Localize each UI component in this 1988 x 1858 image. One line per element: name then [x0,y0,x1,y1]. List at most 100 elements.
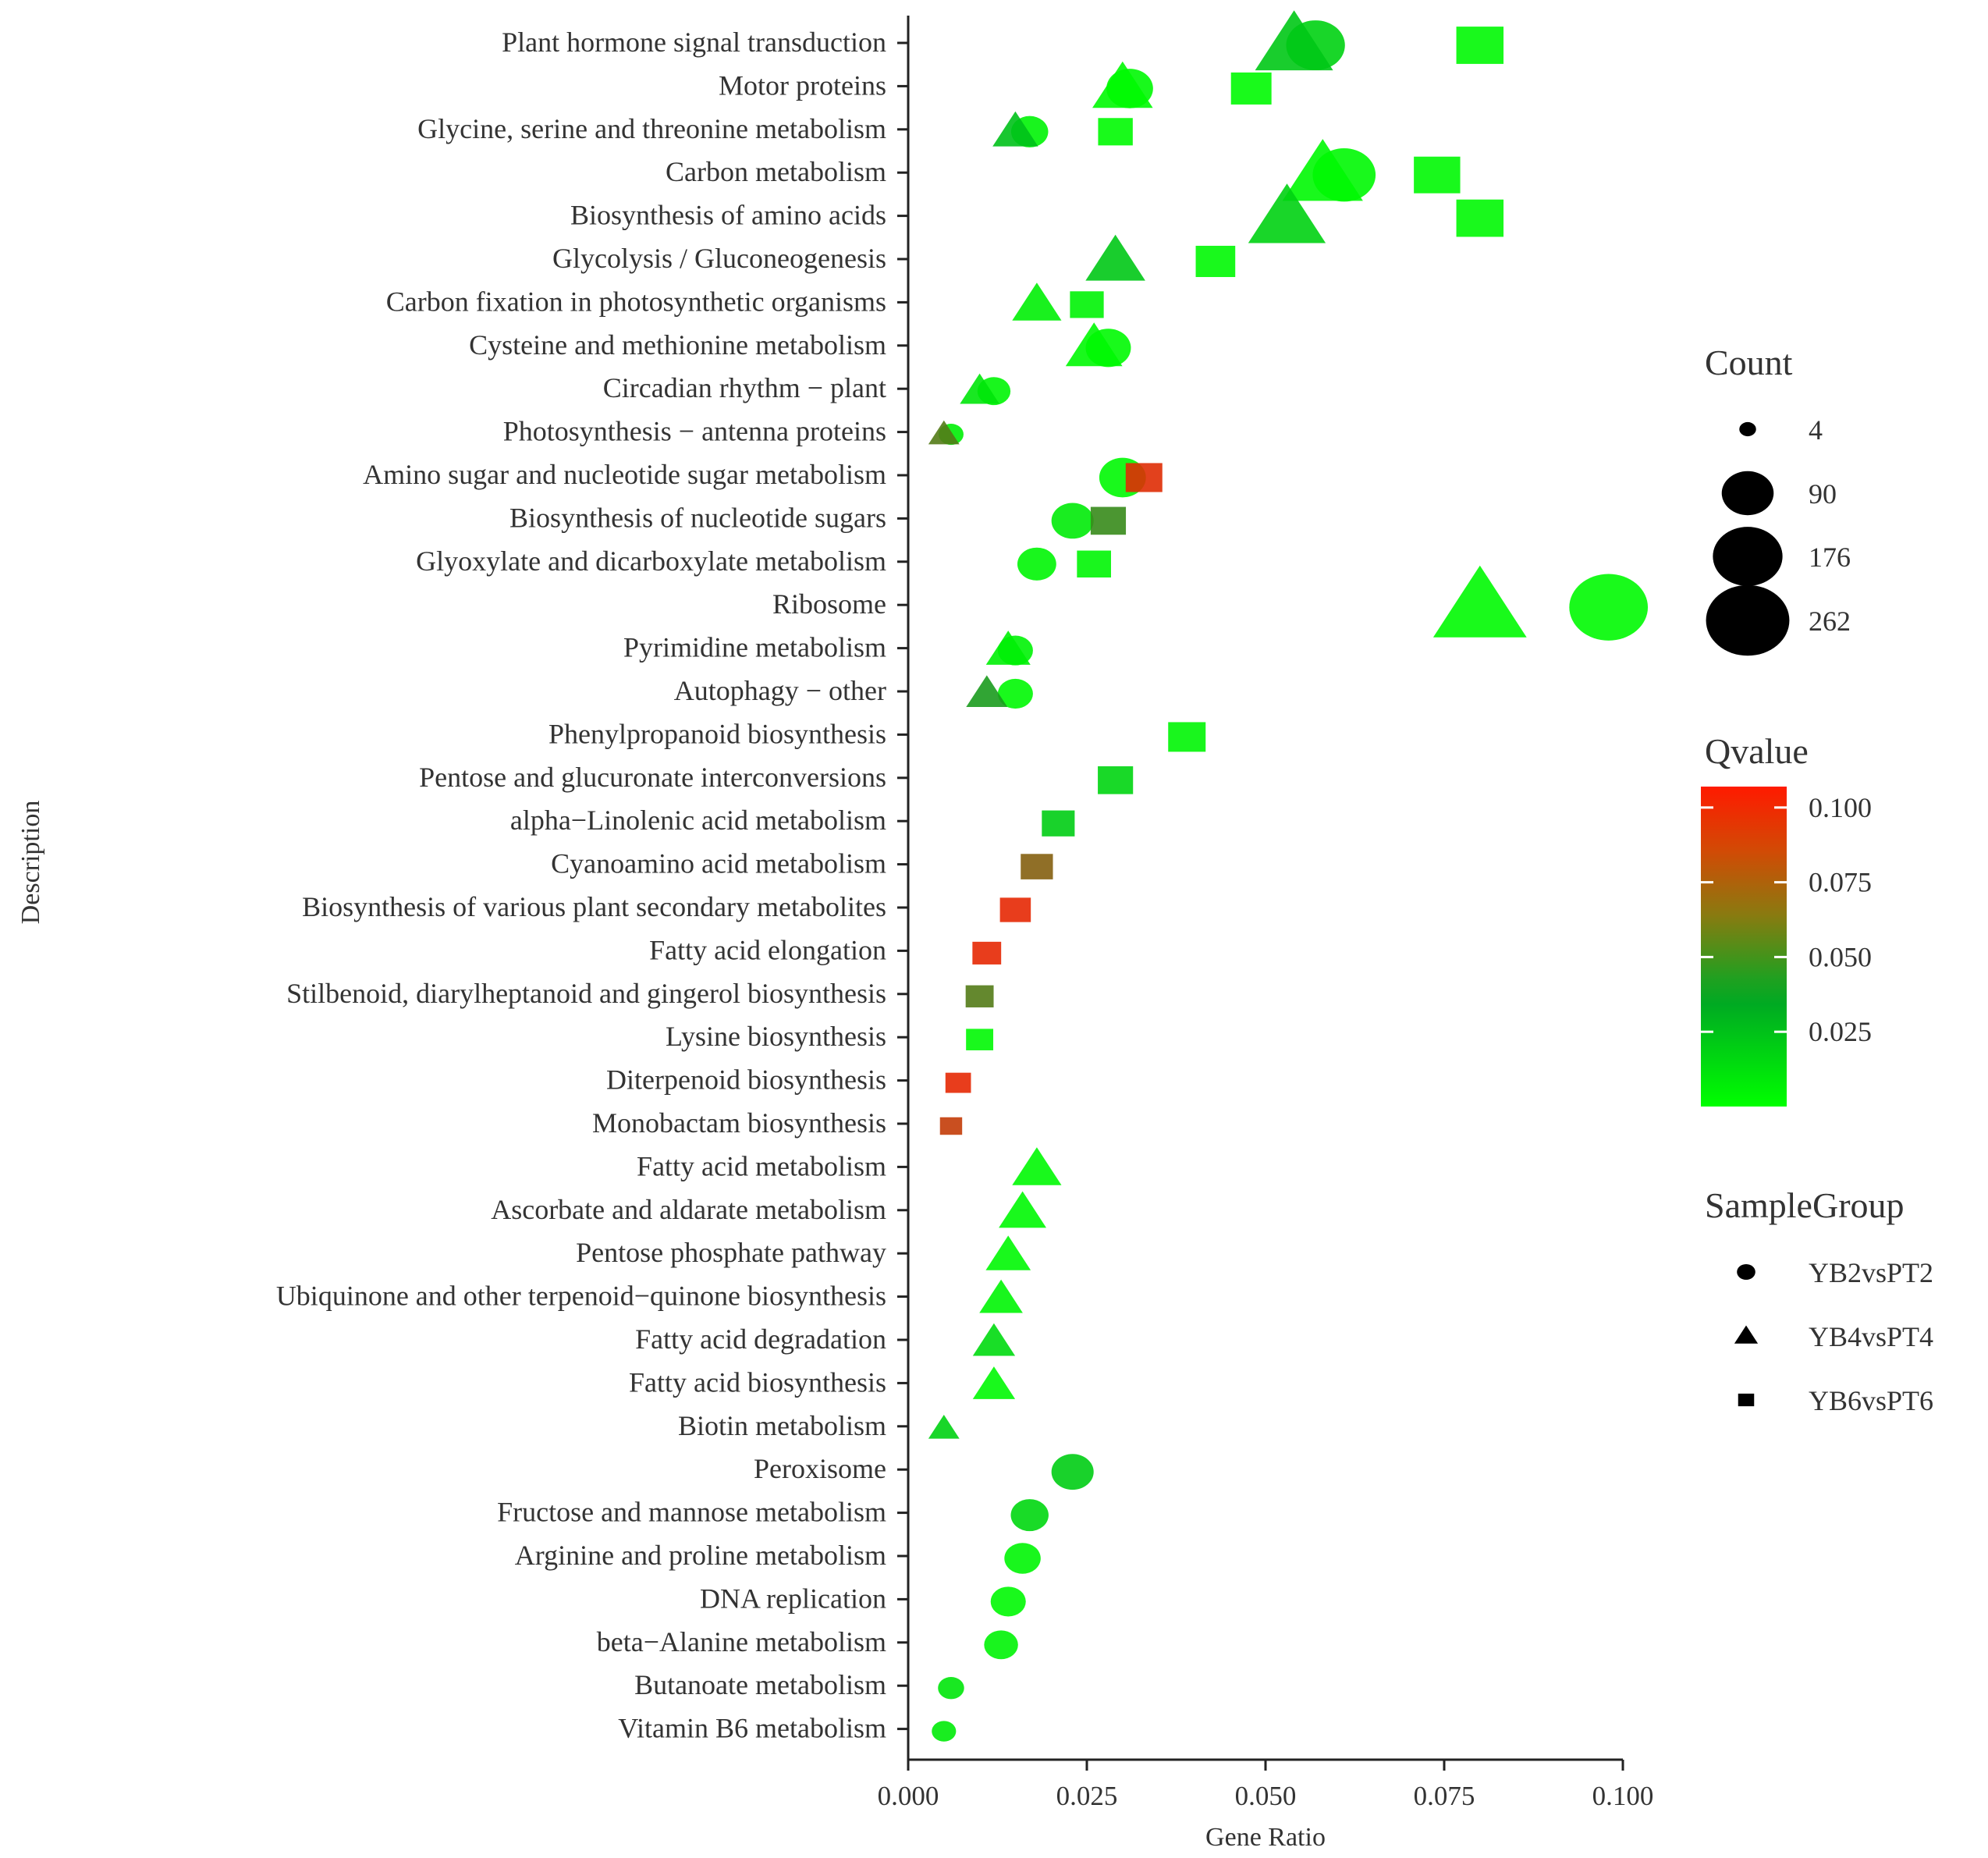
samplegroup-legend-label: YB2vsPT2 [1809,1257,1933,1288]
y-tick-label-butanoate-metabolism: Butanoate metabolism [634,1669,886,1700]
x-tick-label: 0.000 [878,1781,939,1811]
y-tick-label-pentose-phosphate-pathway: Pentose phosphate pathway [576,1237,886,1268]
data-point-triangle [1432,565,1527,638]
data-point-square [972,941,1002,965]
series-yb2vspt2 [932,20,1649,1742]
y-tick-label-phenylpropanoid-biosynthesis: Phenylpropanoid biosynthesis [548,718,886,749]
data-point-triangle [1085,234,1145,281]
data-point-triangle [1092,61,1153,108]
data-point-square [1098,118,1133,146]
y-tick-label-alpha-linolenic-acid-metabolism: alpha−Linolenic acid metabolism [510,805,886,836]
count-legend-label: 176 [1809,542,1851,573]
data-point-circle [1051,1454,1094,1490]
y-tick-label-ribosome: Ribosome [772,588,886,620]
y-axis-title: Description [16,801,45,925]
data-point-circle [990,1586,1026,1617]
y-tick-label-beta-alanine-metabolism: beta−Alanine metabolism [597,1626,886,1657]
y-tick-label-dna-replication: DNA replication [700,1583,886,1614]
y-tick-label-diterpenoid-biosynthesis: Diterpenoid biosynthesis [606,1064,886,1096]
data-point-triangle [960,373,999,404]
data-point-square [1456,27,1504,64]
data-point-square [966,1028,994,1050]
y-tick-label-arginine-and-proline-metabolism: Arginine and proline metabolism [515,1540,886,1571]
data-point-square [999,897,1031,922]
qvalue-color-bar [1701,787,1787,1107]
y-tick-label-stilbenoid-diarylheptanoid-and-gingerol-biosynthesis: Stilbenoid, diarylheptanoid and gingerol… [286,978,886,1009]
y-tick-label-biosynthesis-of-amino-acids: Biosynthesis of amino acids [570,200,886,231]
y-tick-label-biosynthesis-of-nucleotide-sugars: Biosynthesis of nucleotide sugars [509,502,886,533]
y-tick-label-biosynthesis-of-various-plant-secondary-metabolites: Biosynthesis of various plant secondary … [302,891,886,922]
data-point-triangle [928,420,960,445]
qvalue-legend-title: Qvalue [1705,731,1809,771]
data-point-triangle [1255,10,1333,71]
x-axis: 0.000 0.025 0.050 0.075 0.100 Gene Ratio [878,1758,1653,1852]
data-point-square [1098,766,1134,794]
data-point-circle [997,678,1033,709]
data-point-circle [984,1630,1018,1660]
data-point-triangle [1248,183,1326,243]
samplegroup-legend-triangle [1734,1325,1759,1344]
data-point-square [1195,245,1236,278]
data-point-triangle [966,675,1008,707]
samplegroup-legend-title: SampleGroup [1705,1185,1905,1225]
data-point-square [939,1117,963,1135]
qvalue-tick-label: 0.075 [1809,867,1872,898]
series-yb6vspt6 [939,27,1504,1135]
y-tick-label-plant-hormone-signal-transduction: Plant hormone signal transduction [502,27,886,58]
data-point-triangle [928,1415,960,1439]
qvalue-tick-label: 0.025 [1809,1016,1872,1047]
samplegroup-legend-label: YB4vsPT4 [1809,1321,1933,1352]
x-tick-label: 0.025 [1056,1781,1118,1811]
count-legend-circle [1706,584,1790,656]
data-point-triangle [985,1235,1031,1270]
x-axis-title: Gene Ratio [1205,1823,1326,1852]
data-point-square [1042,810,1075,837]
count-legend-circle [1721,471,1774,516]
count-legend-label: 90 [1809,478,1837,510]
data-point-square [1070,291,1104,318]
count-legend-title: Count [1705,343,1793,382]
data-point-square [945,1072,971,1093]
y-tick-label-ascorbate-and-aldarate-metabolism: Ascorbate and aldarate metabolism [491,1194,886,1225]
series-yb4vspt4 [928,10,1527,1439]
y-tick-label-peroxisome: Peroxisome [754,1453,886,1484]
data-point-square [1414,156,1461,194]
data-point-circle [932,1721,957,1742]
data-point-square [1021,854,1053,879]
data-point-square [1456,199,1504,237]
qvalue-tick-label: 0.050 [1809,941,1872,972]
y-tick-label-glycine-serine-and-threonine-metabolism: Glycine, serine and threonine metabolism [417,113,886,144]
y-tick-label-circadian-rhythm-plant: Circadian rhythm − plant [603,372,886,403]
count-legend-circle [1739,421,1756,437]
y-tick-label-lysine-biosynthesis: Lysine biosynthesis [666,1021,886,1052]
y-tick-label-carbon-fixation-in-photosynthetic-organisms: Carbon fixation in photosynthetic organi… [386,286,886,317]
data-point-triangle [972,1323,1016,1356]
data-point-square [1168,722,1206,752]
x-tick-label: 0.075 [1414,1781,1475,1811]
data-point-square [1090,506,1127,535]
data-point-circle [1051,503,1094,539]
y-tick-label-fatty-acid-metabolism: Fatty acid metabolism [637,1150,886,1181]
data-point-triangle [979,1279,1023,1313]
samplegroup-legend-label: YB6vsPT6 [1809,1385,1933,1416]
y-tick-label-amino-sugar-and-nucleotide-sugar-metabolism: Amino sugar and nucleotide sugar metabol… [363,459,886,490]
samplegroup-legend-circle [1737,1264,1755,1280]
y-tick-label-ubiquinone-and-other-terpenoid-quinone-biosynthesis: Ubiquinone and other terpenoid−quinone b… [276,1281,886,1312]
y-tick-label-glycolysis-gluconeogenesis: Glycolysis / Gluconeogenesis [552,243,886,274]
data-point-circle [938,1677,964,1700]
plot-area [928,10,1649,1742]
samplegroup-legend-square [1738,1393,1755,1407]
count-legend-circle [1713,527,1783,586]
count-legend-label: 262 [1809,606,1851,637]
data-point-circle [1010,1499,1049,1532]
data-point-circle [1004,1543,1041,1574]
data-point-square [1125,463,1163,492]
count-legend-label: 4 [1809,414,1823,446]
y-tick-label-carbon-metabolism: Carbon metabolism [666,156,886,187]
data-point-triangle [999,1191,1046,1228]
y-tick-label-pyrimidine-metabolism: Pyrimidine metabolism [623,632,886,663]
data-point-triangle [1012,1147,1062,1185]
data-point-triangle [1282,139,1363,201]
